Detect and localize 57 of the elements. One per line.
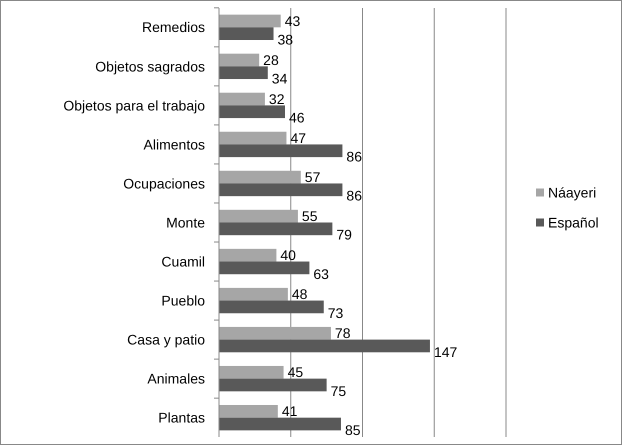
legend-label: Náayeri [548,184,596,200]
y-tick-label: Casa y patio [127,332,206,348]
data-label: 86 [346,148,362,165]
data-label: 63 [313,266,330,282]
data-label: 79 [336,226,352,243]
data-label: 41 [282,403,298,420]
data-label: 32 [268,90,285,107]
bar [219,183,342,196]
bar [219,105,286,118]
data-label: 57 [304,169,321,186]
data-label: 28 [263,52,279,68]
bar [219,66,268,80]
data-label: 38 [278,32,294,48]
y-tick-label: Monte [166,214,206,230]
bar [219,418,341,430]
y-tick-label: Objetos para el trabajo [63,97,206,114]
bar [219,92,265,106]
data-label: 34 [272,70,288,87]
data-label: 43 [284,12,300,29]
y-tick-label: Objetos sagrados [95,58,205,74]
bar [219,262,310,274]
data-label: 85 [344,422,361,438]
y-tick-label: Ocupaciones [123,175,205,192]
bar [219,132,286,144]
legend-label: Español [548,214,599,230]
bar [219,404,278,418]
y-tick-label: Animales [147,370,205,387]
data-label: 147 [434,344,458,360]
bar [219,378,327,392]
data-label: 48 [292,286,308,302]
bar [219,210,298,222]
y-tick-label: Cuamil [161,253,205,270]
y-tick-label: Alimentos [144,136,205,152]
bar [219,340,430,352]
bar [219,222,332,236]
bar [219,366,284,379]
data-label: 47 [290,130,306,146]
data-label: 40 [280,247,296,264]
data-label: 46 [289,110,305,126]
bar [219,248,276,262]
bar [219,27,274,40]
data-label: 73 [328,304,344,321]
data-label: 86 [346,188,362,204]
data-label: 78 [334,325,351,342]
y-tick-label: Pueblo [161,292,206,308]
bar [219,170,301,184]
data-label: 55 [302,208,318,224]
bar [219,326,331,340]
bar [219,144,342,158]
data-label: 75 [330,382,346,399]
bar [219,54,260,66]
y-tick-label: Remedios [142,19,205,36]
bar [219,14,281,28]
bar [219,288,288,301]
y-tick-label: Plantas [158,410,205,426]
data-label: 45 [288,364,304,380]
bar [219,300,324,314]
